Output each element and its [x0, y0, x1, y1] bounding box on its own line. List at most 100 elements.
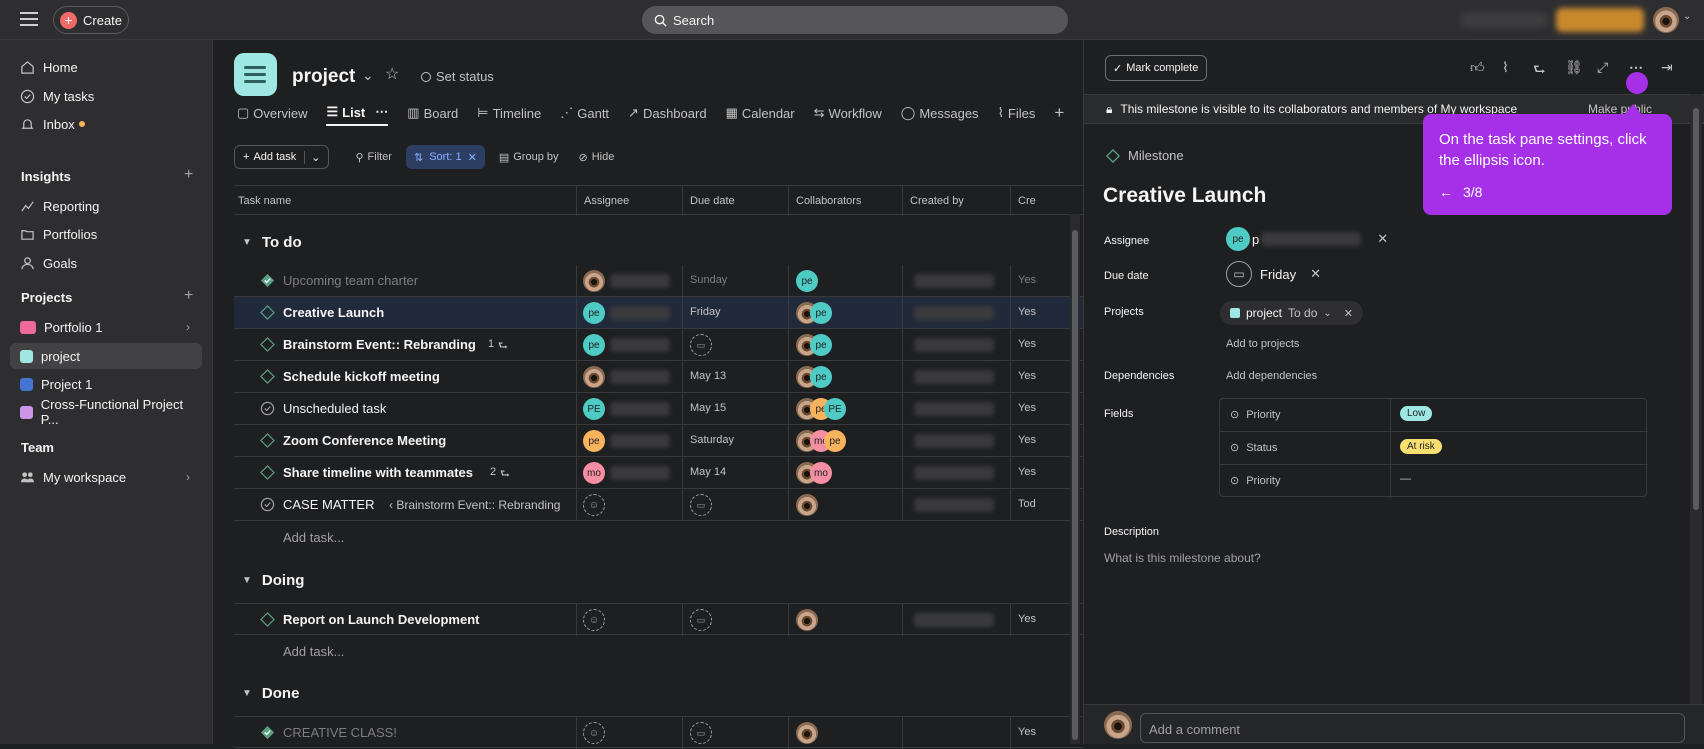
assignee-placeholder-icon[interactable]: ☺ [583, 494, 605, 516]
avatar[interactable] [583, 366, 605, 388]
due-date[interactable]: May 13 [690, 370, 727, 382]
hide-button[interactable]: ⊘ Hide [572, 151, 620, 164]
subtask-icon[interactable]: ⮑ [1533, 61, 1546, 77]
column-collaborators[interactable]: Collaborators [796, 195, 862, 207]
section-doing[interactable]: ▼ Doing [242, 572, 304, 589]
chevron-down-icon[interactable]: ⌄ [1683, 11, 1692, 22]
sidebar-item-my-tasks[interactable]: My tasks [10, 83, 202, 109]
task-type[interactable]: Milestone [1106, 148, 1184, 163]
task-row[interactable]: Unscheduled task PE May 15 pe PE Yes [234, 393, 1083, 425]
task-name[interactable]: Zoom Conference Meeting [283, 433, 447, 448]
assignee-placeholder-icon[interactable]: ☺ [583, 722, 605, 744]
caret-down-icon[interactable]: ▼ [242, 688, 252, 699]
close-icon[interactable]: ✕ [467, 151, 477, 164]
ellipsis-icon[interactable]: ⋯ [375, 104, 389, 119]
search-input[interactable]: Search [642, 6, 1068, 34]
star-icon[interactable]: ☆ [385, 66, 400, 83]
task-row[interactable]: Zoom Conference Meeting pe Saturday mo p… [234, 425, 1083, 457]
project-pill[interactable]: project To do ⌄ ✕ [1220, 301, 1363, 325]
milestone-icon[interactable] [260, 433, 275, 448]
pane-scrollbar[interactable] [1690, 94, 1702, 704]
tab-board[interactable]: ▥ Board [407, 100, 458, 126]
add-task-button[interactable]: + Add task ⌄ [234, 145, 330, 169]
column-due-date[interactable]: Due date [690, 195, 735, 207]
column-task-name[interactable]: Task name [238, 195, 292, 207]
add-tab-button[interactable]: + [1054, 103, 1065, 122]
task-name[interactable]: Upcoming team charter [283, 273, 419, 288]
task-name[interactable]: Schedule kickoff meeting [283, 369, 440, 384]
due-date-field[interactable]: ▭ Friday ✕ [1226, 261, 1321, 287]
remove-due-date-icon[interactable]: ✕ [1310, 266, 1322, 281]
project-section[interactable]: To do [1288, 306, 1318, 320]
milestone-icon[interactable] [260, 369, 275, 384]
add-task-link[interactable]: Add task... [283, 530, 345, 545]
avatar[interactable]: pe [583, 302, 605, 324]
avatar[interactable]: pe [583, 334, 605, 356]
milestone-icon[interactable] [260, 612, 275, 627]
add-to-projects-link[interactable]: Add to projects [1226, 338, 1300, 350]
avatar[interactable] [583, 270, 605, 292]
task-row[interactable]: Share timeline with teammates 2 ⮑ mo May… [234, 457, 1083, 489]
due-date[interactable]: May 15 [690, 402, 727, 414]
mark-complete-button[interactable]: ✓ Mark complete [1105, 55, 1207, 81]
task-row[interactable]: Upcoming team charter Sunday pe Yes [234, 265, 1083, 297]
description-input[interactable]: What is this milestone about? [1104, 551, 1261, 565]
field-row-priority[interactable]: ⊙ Priority Low [1220, 399, 1648, 432]
task-row[interactable]: Schedule kickoff meeting May 13 pe Yes [234, 361, 1083, 393]
tab-messages[interactable]: ◯ Messages [901, 100, 979, 126]
chevron-right-icon[interactable]: › [186, 470, 190, 484]
milestone-completed-icon[interactable] [260, 273, 275, 288]
task-row[interactable]: CASE MATTER ‹ Brainstorm Event:: Rebrand… [234, 489, 1083, 521]
calendar-icon[interactable]: ▭ [690, 722, 712, 744]
ellipsis-icon[interactable]: ⋯ [1629, 59, 1643, 75]
sidebar-item-inbox[interactable]: Inbox [10, 111, 202, 137]
arrow-left-icon[interactable]: ← [1439, 184, 1453, 200]
set-status-button[interactable]: Set status [421, 69, 494, 84]
close-pane-icon[interactable]: ⇥ [1661, 59, 1673, 75]
due-date[interactable]: Friday [690, 306, 721, 318]
sidebar-item-project-1[interactable]: Project 1 [10, 371, 202, 397]
task-row[interactable]: CREATIVE CLASS! ☺ ▭ Yes [234, 716, 1083, 749]
task-name[interactable]: Creative Launch [283, 305, 385, 320]
sidebar-item-reporting[interactable]: Reporting [10, 193, 202, 219]
column-created[interactable]: Cre [1018, 195, 1036, 207]
task-row-selected[interactable]: Creative Launch pe Friday pe Yes [234, 297, 1083, 329]
caret-down-icon[interactable]: ▼ [242, 575, 252, 586]
field-row-status[interactable]: ⊙ Status At risk [1220, 432, 1648, 465]
field-row-priority-2[interactable]: ⊙ Priority — [1220, 465, 1648, 498]
column-created-by[interactable]: Created by [910, 195, 964, 207]
filter-button[interactable]: ⚲ Filter [349, 151, 398, 164]
check-circle-icon[interactable] [260, 401, 275, 416]
chevron-down-icon[interactable]: ⌄ [1323, 307, 1332, 319]
calendar-icon[interactable]: ▭ [690, 609, 712, 631]
tab-list[interactable]: ☰ List ⋯ [326, 100, 389, 126]
add-project-icon[interactable]: + [184, 287, 194, 304]
task-row[interactable]: Report on Launch Development ☺ ▭ Yes [234, 603, 1083, 636]
tab-overview[interactable]: ▢ Overview [237, 100, 307, 126]
section-done[interactable]: ▼ Done [242, 685, 299, 702]
sidebar-item-goals[interactable]: Goals [10, 250, 202, 276]
sort-button[interactable]: ⇅ Sort: 1 ✕ [405, 145, 485, 169]
attachment-icon[interactable]: ⌇ [1502, 59, 1509, 75]
tab-calendar[interactable]: ▦ Calendar [726, 100, 795, 126]
avatar[interactable]: PE [583, 398, 605, 420]
tab-timeline[interactable]: ⊨ Timeline [477, 100, 541, 126]
task-title[interactable]: Creative Launch [1103, 184, 1267, 207]
tab-gantt[interactable]: ⋰ Gantt [560, 100, 609, 126]
sidebar-item-my-workspace[interactable]: My workspace › [10, 464, 202, 490]
chevron-down-icon[interactable]: ⌄ [362, 67, 374, 83]
user-avatar[interactable] [1653, 7, 1679, 33]
task-name[interactable]: CASE MATTER [283, 497, 375, 512]
task-name[interactable]: Report on Launch Development [283, 612, 480, 627]
remove-project-icon[interactable]: ✕ [1343, 307, 1353, 320]
task-row[interactable]: Brainstorm Event:: Rebranding 1 ⮑ pe ▭ p… [234, 329, 1083, 361]
comment-input[interactable]: Add a comment [1140, 713, 1685, 743]
link-icon[interactable]: ⛓ [1565, 59, 1583, 75]
calendar-icon[interactable]: ▭ [690, 494, 712, 516]
like-icon[interactable]: 👍︎ [1470, 59, 1485, 75]
due-date[interactable]: Sunday [690, 274, 728, 286]
due-date[interactable]: May 14 [690, 466, 727, 478]
chevron-down-icon[interactable]: ⌄ [304, 150, 320, 164]
sidebar-item-cross-functional[interactable]: Cross-Functional Project P... [10, 397, 202, 427]
remove-assignee-icon[interactable]: ✕ [1377, 231, 1389, 246]
